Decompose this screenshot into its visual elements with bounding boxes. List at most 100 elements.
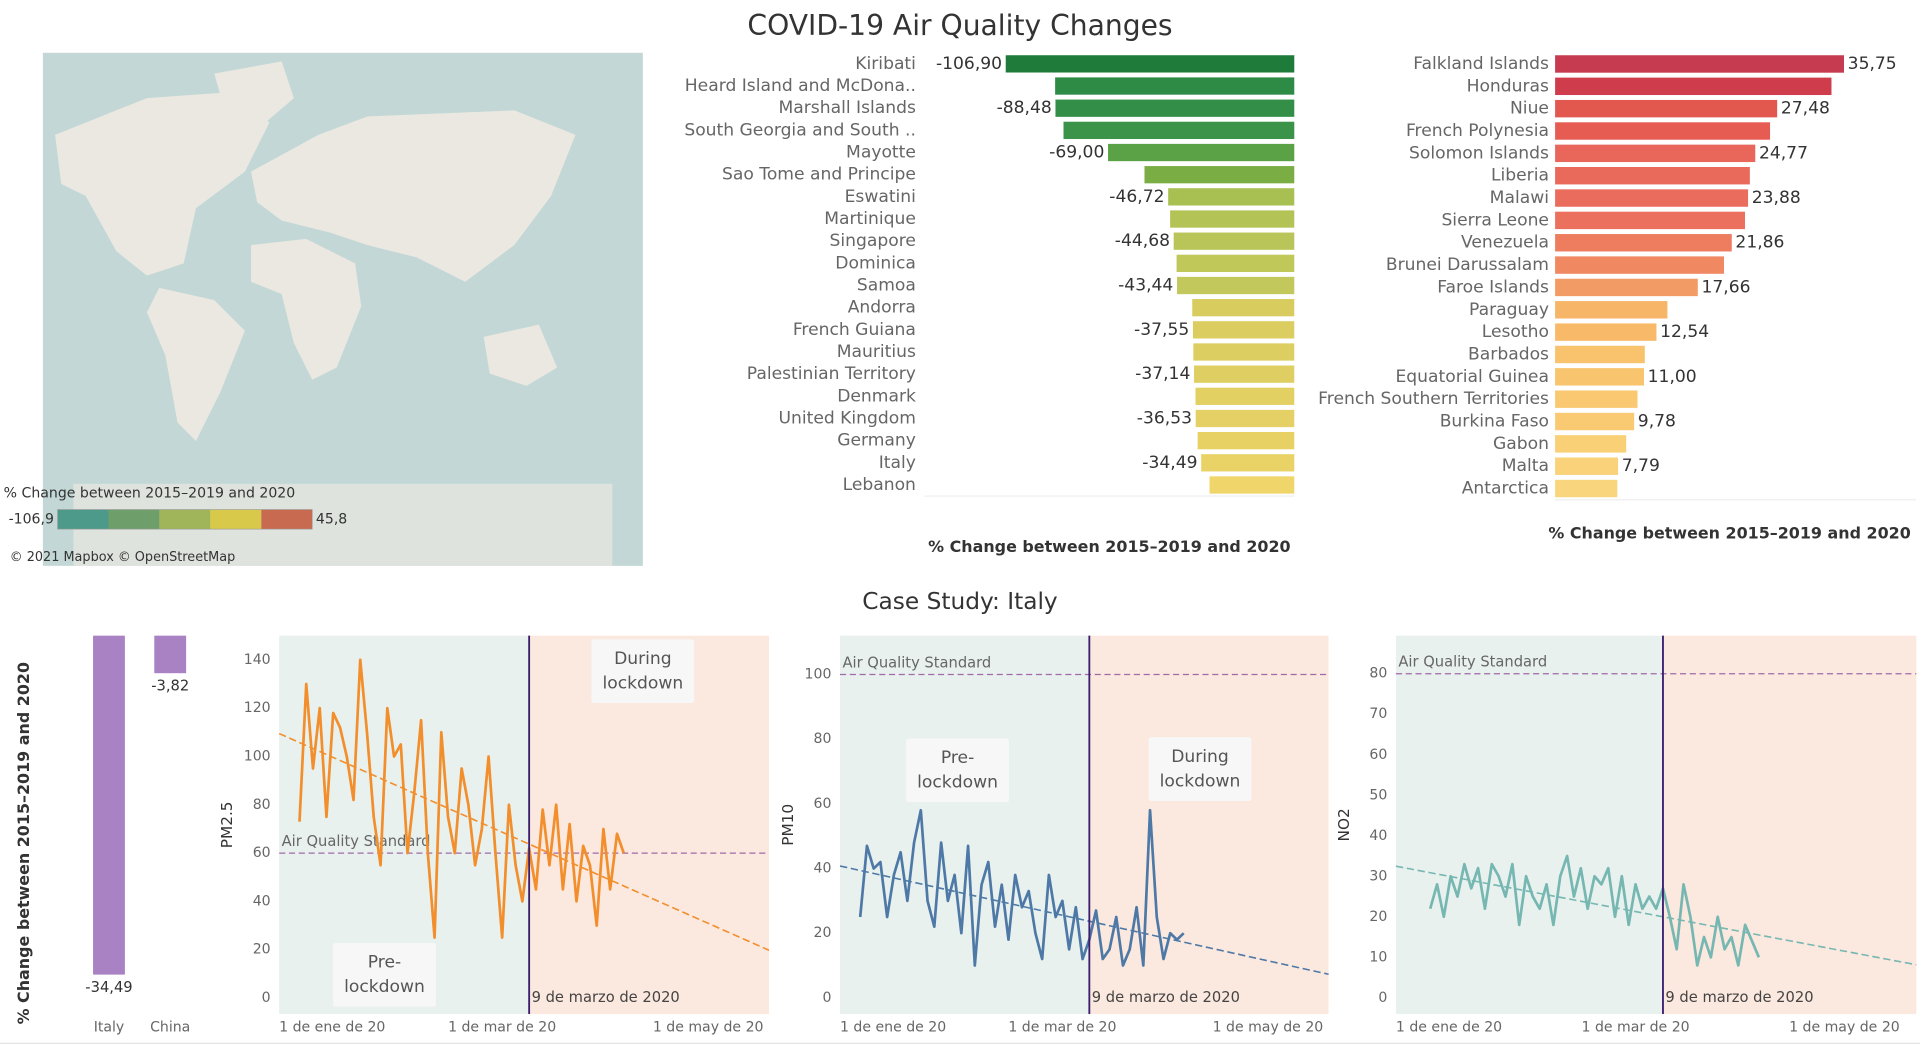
- category-label: Sao Tome and Principe: [722, 165, 916, 185]
- value-label: -69,00: [1049, 143, 1104, 163]
- bar: [1173, 232, 1295, 250]
- category-label: Heard Island and McDona..: [685, 76, 916, 96]
- bar: [1555, 323, 1657, 341]
- bar: [1176, 254, 1295, 272]
- bar: [1063, 121, 1295, 140]
- value-label: 11,00: [1648, 367, 1697, 387]
- y-axis-title: % Change between 2015–2019 and 2020: [14, 662, 33, 1024]
- annotation-text: Pre-: [941, 748, 974, 768]
- bar: [1055, 77, 1295, 95]
- category-label: Sierra Leone: [1441, 210, 1549, 230]
- pre-lockdown-region: [1395, 635, 1663, 1015]
- y-tick-label: 40: [814, 860, 832, 876]
- bar: [1555, 301, 1668, 319]
- y-axis-title: PM2.5: [218, 801, 236, 848]
- category-label: French Polynesia: [1406, 121, 1549, 141]
- bar: [1144, 166, 1295, 184]
- bar: [1555, 189, 1749, 207]
- y-tick-label: 50: [1369, 787, 1387, 803]
- y-tick-label: 60: [1369, 747, 1387, 763]
- category-label: Burkina Faso: [1440, 412, 1549, 432]
- legend-swatch: [159, 509, 211, 530]
- bar: [1209, 476, 1295, 494]
- annotation-text: lockdown: [602, 673, 683, 693]
- annotation-box: [333, 943, 436, 1007]
- land: [55, 91, 270, 276]
- reference-label: Air Quality Standard: [282, 833, 431, 850]
- category-label: Mauritius: [837, 342, 916, 362]
- category-label: Marshall Islands: [778, 98, 915, 118]
- land: [146, 287, 245, 441]
- category-label: French Southern Territories: [1318, 389, 1549, 409]
- value-label: 17,66: [1701, 277, 1750, 297]
- annotation-box: [1148, 737, 1252, 801]
- category-label: South Georgia and South ..: [684, 120, 916, 140]
- value-label: -34,49: [1142, 453, 1197, 473]
- bar: [1168, 188, 1295, 206]
- legend-swatch: [108, 509, 160, 530]
- y-tick-label: 80: [253, 797, 271, 813]
- value-label: -44,68: [1115, 231, 1170, 251]
- bar: [1177, 276, 1295, 295]
- x-tick-label: 1 de ene de 20: [840, 1019, 946, 1035]
- y-tick-label: 120: [244, 700, 271, 716]
- category-label: Venezuela: [1461, 233, 1549, 253]
- data-line: [298, 658, 626, 939]
- y-tick-label: 80: [1369, 666, 1387, 682]
- y-tick-label: 80: [814, 731, 832, 747]
- y-tick-label: 0: [1378, 990, 1387, 1006]
- bar: [1055, 99, 1295, 117]
- bar: [1555, 412, 1635, 431]
- category-label: Samoa: [857, 276, 916, 296]
- bar: [1555, 278, 1698, 297]
- category-label: Palestinian Territory: [747, 364, 916, 384]
- category-label: Equatorial Guinea: [1395, 367, 1549, 387]
- bar: [1555, 345, 1645, 364]
- category-label: Antarctica: [1462, 479, 1549, 499]
- value-label: -34,49: [85, 979, 132, 996]
- category-label: Denmark: [837, 386, 916, 406]
- category-label: Germany: [837, 431, 916, 451]
- value-label: -37,55: [1134, 320, 1189, 340]
- y-tick-label: 40: [1369, 828, 1387, 844]
- bar: [1192, 299, 1295, 317]
- category-label: Singapore: [830, 231, 916, 251]
- value-label: -3,82: [151, 678, 189, 695]
- category-label: Niue: [1510, 99, 1549, 119]
- category-label: Liberia: [1491, 166, 1549, 186]
- trend-line: [839, 865, 1329, 976]
- legend-title: % Change between 2015–2019 and 2020: [4, 486, 296, 502]
- bar: [1555, 144, 1756, 163]
- legend-min-label: -106,9: [9, 511, 54, 527]
- bar: [1197, 432, 1295, 450]
- value-label: -36,53: [1137, 408, 1192, 428]
- bar: [1555, 368, 1644, 386]
- map: [42, 52, 643, 566]
- y-axis-title: PM10: [779, 804, 797, 846]
- section-title: Case Study: Italy: [862, 588, 1058, 615]
- bar: [1555, 122, 1771, 140]
- reference-label: Air Quality Standard: [1398, 654, 1547, 671]
- x-tick-label: 1 de may de 20: [1213, 1019, 1324, 1035]
- value-label: -37,14: [1135, 364, 1190, 384]
- category-label: Honduras: [1467, 76, 1549, 96]
- y-tick-label: 0: [822, 990, 831, 1006]
- value-label: 35,75: [1848, 54, 1897, 74]
- land: [251, 110, 576, 282]
- category-label: Brunei Darussalam: [1386, 255, 1549, 275]
- trend-line: [278, 732, 770, 951]
- annotation-text: lockdown: [1160, 771, 1241, 791]
- annotation-text: lockdown: [344, 977, 425, 997]
- bar: [1194, 365, 1295, 383]
- legend-swatch: [210, 509, 262, 530]
- y-tick-label: 60: [814, 796, 832, 812]
- land: [214, 61, 294, 135]
- reference-label: Air Quality Standard: [842, 654, 991, 671]
- x-axis-title: % Change between 2015–2019 and 2020: [928, 537, 1290, 556]
- legend-scale: [57, 509, 313, 530]
- category-label: Martinique: [824, 209, 916, 229]
- category-label: Malawi: [1490, 188, 1549, 208]
- annotation-text: lockdown: [917, 773, 998, 793]
